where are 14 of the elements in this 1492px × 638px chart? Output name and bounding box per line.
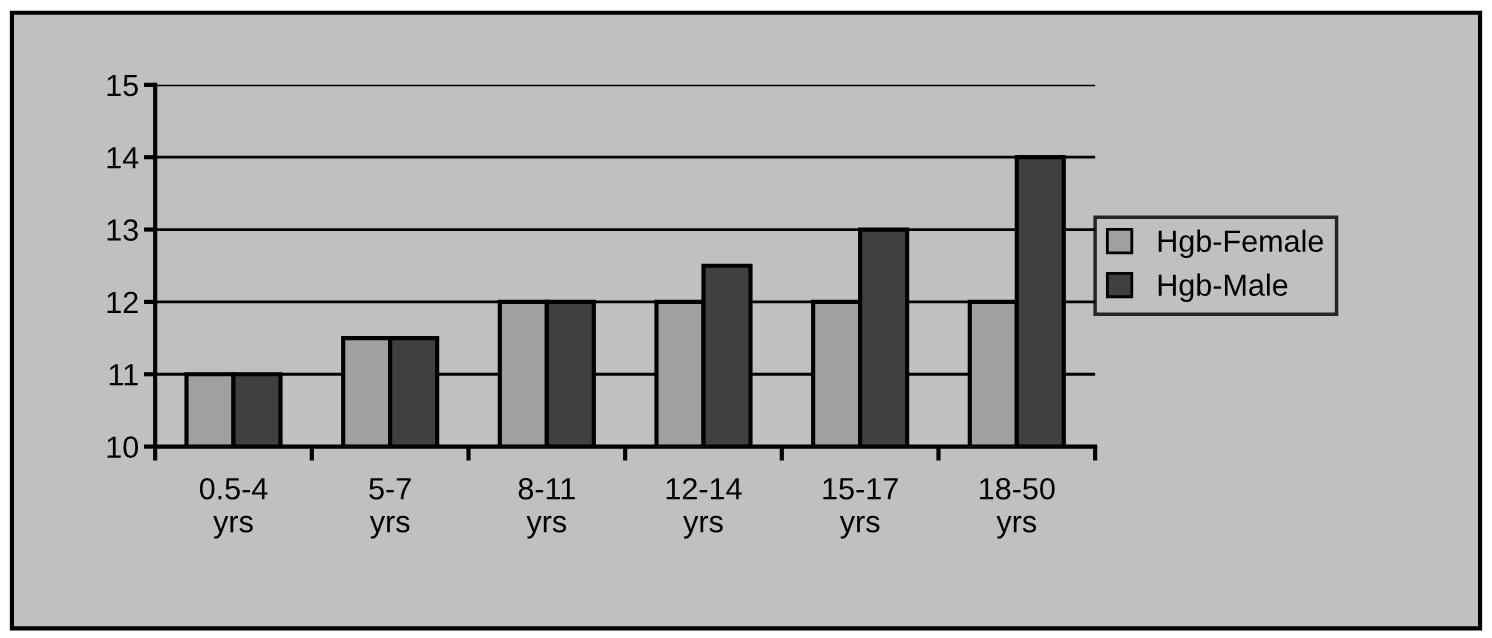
legend-label: Hgb-Male — [1158, 273, 1288, 303]
x-tick-label: 0.5-4 yrs — [199, 477, 268, 539]
y-tick-label: 13 — [107, 219, 138, 241]
y-tick-label: 12 — [107, 291, 138, 313]
legend-label: Hgb-Female — [1158, 229, 1323, 259]
x-tick-label: 18-50 yrs — [980, 477, 1055, 539]
y-tick-label: 15 — [107, 74, 138, 97]
y-tick-label: 10 — [107, 436, 138, 458]
y-tick-label: 11 — [109, 364, 138, 386]
x-tick-label: 15-17 yrs — [823, 478, 898, 539]
x-tick-label: 12-14 yrs — [666, 477, 742, 539]
x-tick-label: 5-7 yrs — [369, 478, 411, 539]
x-tick-label: 8-11 yrs — [518, 477, 575, 539]
y-tick-label: 14 — [107, 147, 139, 169]
